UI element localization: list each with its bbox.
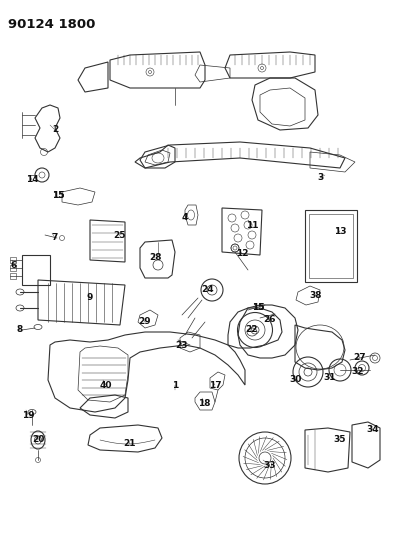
Text: 27: 27 [354, 353, 366, 362]
Text: 29: 29 [139, 318, 151, 327]
Text: 8: 8 [17, 326, 23, 335]
Text: 13: 13 [334, 228, 346, 237]
Text: 15: 15 [52, 191, 64, 200]
Text: 31: 31 [324, 374, 336, 383]
Text: 11: 11 [246, 221, 258, 230]
Text: 21: 21 [124, 440, 136, 448]
Text: 30: 30 [290, 376, 302, 384]
Text: 4: 4 [182, 214, 188, 222]
Text: 22: 22 [246, 326, 258, 335]
Bar [309, 214, 353, 278]
Text: 15: 15 [252, 303, 264, 312]
Bar [10, 257, 16, 263]
Text: 2: 2 [52, 125, 58, 134]
Text: 12: 12 [236, 249, 248, 259]
Text: 3: 3 [317, 174, 323, 182]
Text: 26: 26 [264, 316, 276, 325]
Text: 17: 17 [209, 381, 221, 390]
Text: 90124 1800: 90124 1800 [8, 18, 95, 31]
Text: 25: 25 [114, 231, 126, 240]
Text: 38: 38 [310, 292, 322, 301]
Text: 33: 33 [264, 461, 276, 470]
Text: 18: 18 [198, 399, 210, 408]
Text: 20: 20 [32, 435, 44, 445]
Bar [10, 265, 16, 271]
Text: 28: 28 [149, 254, 161, 262]
Text: 34: 34 [367, 425, 379, 434]
Text: 23: 23 [176, 341, 188, 350]
Text: 19: 19 [22, 410, 34, 419]
Text: 14: 14 [26, 175, 38, 184]
Bar [22, 255, 50, 285]
Text: 6: 6 [11, 261, 17, 270]
Text: 7: 7 [52, 233, 58, 243]
Text: 24: 24 [202, 286, 214, 295]
Bar [305, 210, 357, 282]
Text: 9: 9 [87, 294, 93, 303]
Text: 15: 15 [52, 191, 64, 200]
Text: 40: 40 [100, 381, 112, 390]
Text: 35: 35 [334, 435, 346, 445]
Bar [10, 273, 16, 279]
Text: 32: 32 [352, 367, 364, 376]
Text: 1: 1 [172, 381, 178, 390]
Text: 15: 15 [252, 303, 264, 312]
